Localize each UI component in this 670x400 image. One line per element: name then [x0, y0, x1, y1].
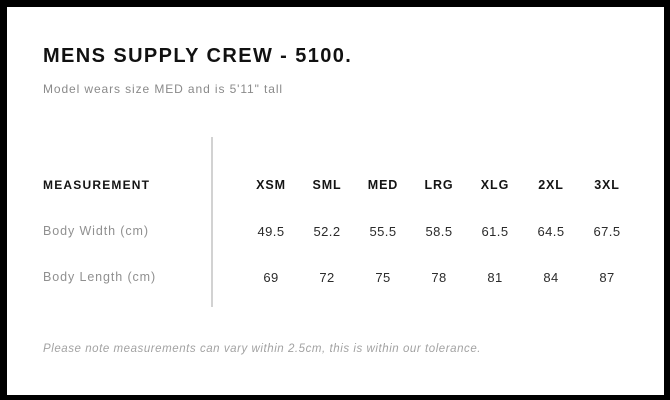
cell-body-width-sml: 52.2	[313, 223, 341, 239]
page-title: MENS SUPPLY CREW - 5100.	[43, 45, 353, 67]
table-row: Body Length (cm) 69 72 75 78 81 84 87	[43, 254, 635, 300]
tolerance-note: Please note measurements can vary within…	[43, 343, 482, 355]
cell-body-length-med: 75	[375, 269, 391, 285]
cell-body-length-lrg: 78	[431, 269, 447, 285]
header-measurement: MEASUREMENT	[43, 178, 151, 192]
row-label-body-width: Body Width (cm)	[43, 224, 149, 238]
header-size-xlg: XLG	[480, 178, 510, 192]
header-size-2xl: 2XL	[538, 178, 564, 192]
cell-body-width-xsm: 49.5	[257, 223, 285, 239]
size-measurement-table: MEASUREMENT XSM SML MED LRG XLG 2XL 3XL …	[43, 162, 635, 300]
cell-body-length-sml: 72	[319, 269, 335, 285]
cell-body-width-2xl: 64.5	[537, 223, 565, 239]
table-row: Body Width (cm) 49.5 52.2 55.5 58.5 61.5…	[43, 208, 635, 254]
heading-block: MENS SUPPLY CREW - 5100. Model wears siz…	[43, 45, 352, 96]
size-chart-sheet: MENS SUPPLY CREW - 5100. Model wears siz…	[7, 7, 664, 395]
model-info-subtitle: Model wears size MED and is 5'11" tall	[43, 82, 283, 96]
cell-body-width-xlg: 61.5	[481, 223, 509, 239]
header-size-sml: SML	[312, 178, 342, 192]
row-label-body-length: Body Length (cm)	[43, 270, 157, 284]
cell-body-width-3xl: 67.5	[593, 223, 621, 239]
cell-body-length-xlg: 81	[487, 269, 503, 285]
cell-body-length-xsm: 69	[263, 269, 279, 285]
header-size-xsm: XSM	[256, 178, 286, 192]
cell-body-width-lrg: 58.5	[425, 223, 453, 239]
cell-body-length-2xl: 84	[543, 269, 559, 285]
table-header-row: MEASUREMENT XSM SML MED LRG XLG 2XL 3XL	[43, 162, 635, 208]
cell-body-width-med: 55.5	[369, 223, 397, 239]
column-divider	[211, 137, 213, 307]
header-size-med: MED	[367, 178, 399, 192]
header-size-lrg: LRG	[424, 178, 454, 192]
header-size-3xl: 3XL	[594, 178, 620, 192]
cell-body-length-3xl: 87	[599, 269, 615, 285]
